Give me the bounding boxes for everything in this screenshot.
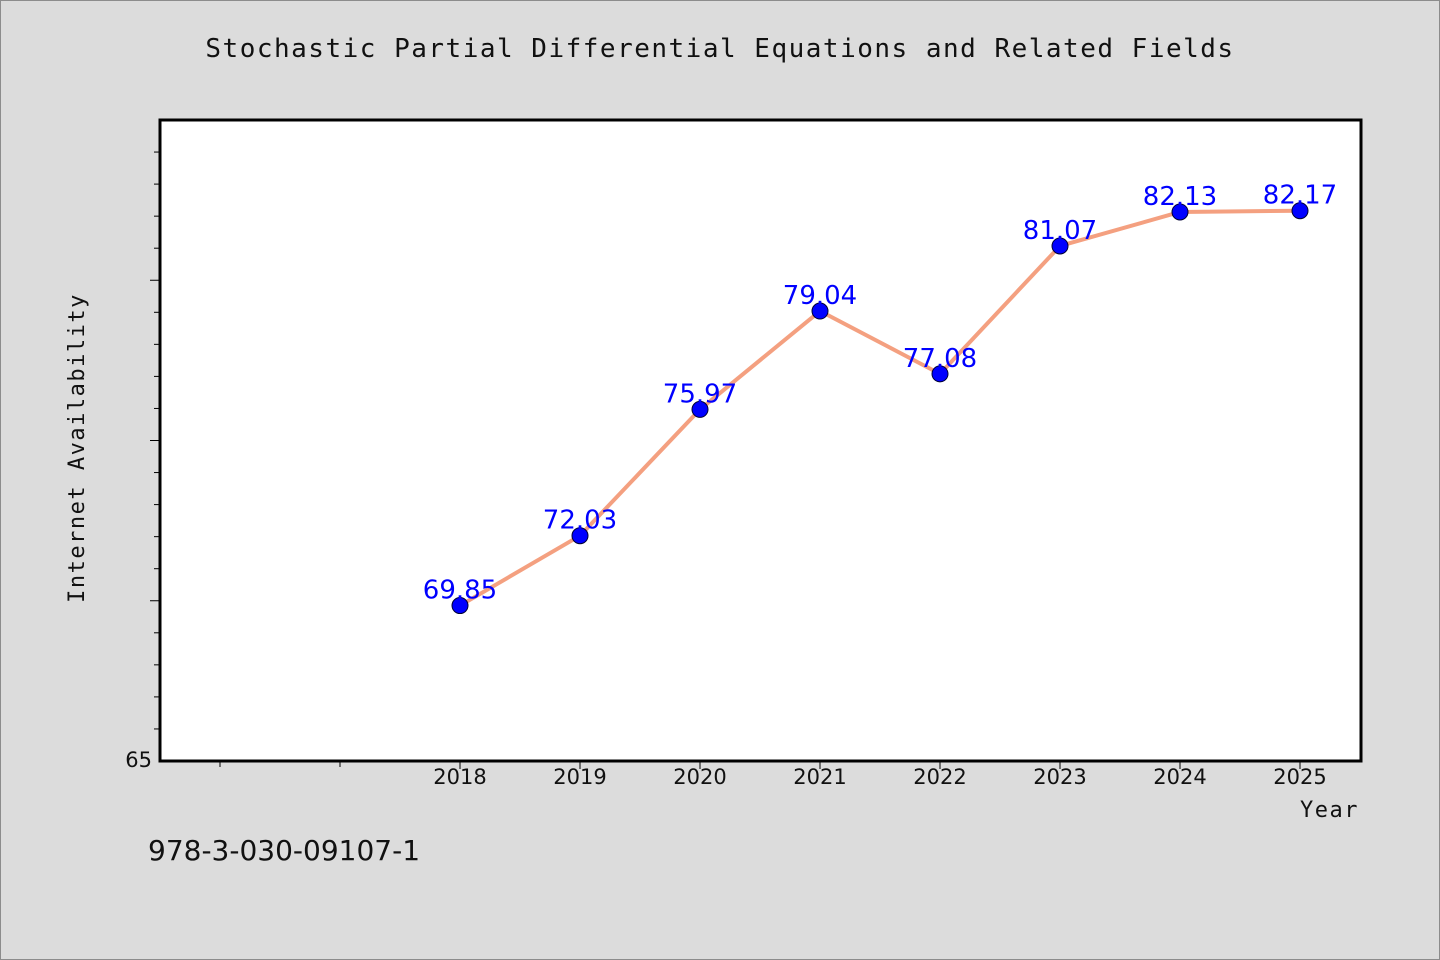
data-point: [1171, 203, 1189, 221]
data-point: [931, 365, 949, 383]
x-tick-label: 2022: [913, 765, 966, 789]
x-tick-label: 2019: [553, 765, 606, 789]
y-tick-label: 65: [125, 748, 152, 772]
data-label: 82.13: [1143, 182, 1217, 212]
data-point: [811, 302, 829, 320]
data-point: [691, 400, 709, 418]
data-label: 69.85: [423, 576, 497, 606]
plot-area: [158, 118, 1363, 763]
chart-title: Stochastic Partial Differential Equation…: [205, 34, 1235, 64]
data-label: 82.17: [1263, 181, 1337, 211]
data-point: [1051, 237, 1069, 255]
x-tick-label: 2021: [793, 765, 846, 789]
data-label: 81.07: [1023, 216, 1097, 246]
data-label: 79.04: [783, 281, 857, 311]
series-line: [458, 208, 1302, 608]
x-tick-label: 2018: [433, 765, 486, 789]
y-axis-label: Internet Availability: [65, 293, 90, 603]
x-tick-label: 2025: [1273, 765, 1326, 789]
isbn-text: 978-3-030-09107-1: [148, 834, 421, 867]
data-label: 77.08: [903, 344, 977, 374]
x-tick-label: 2024: [1153, 765, 1206, 789]
x-tick-label: 2023: [1033, 765, 1086, 789]
data-label: 72.03: [543, 506, 617, 536]
x-axis-label: Year: [1300, 798, 1359, 823]
data-point: [451, 597, 469, 615]
x-tick-label: 2020: [673, 765, 726, 789]
data-label: 75.97: [663, 379, 737, 409]
data-point: [571, 527, 589, 545]
data-point: [1291, 202, 1309, 220]
